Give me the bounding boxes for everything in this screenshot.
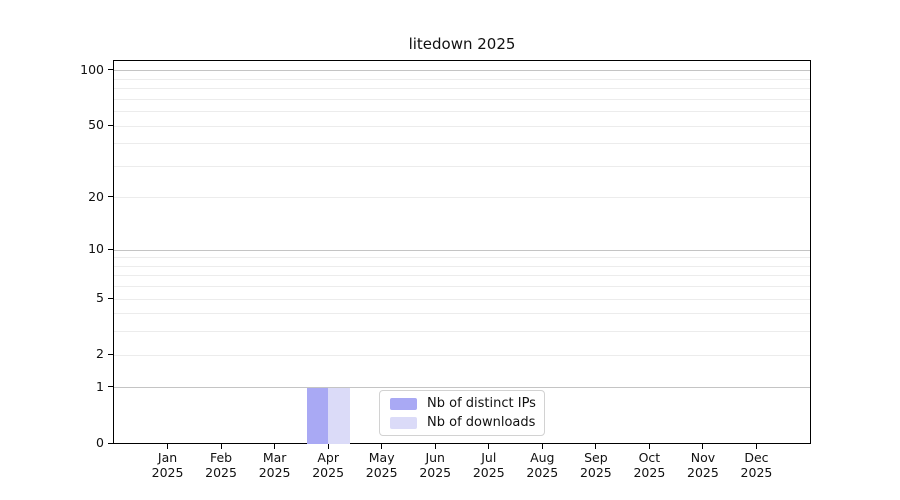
gridline-minor xyxy=(114,265,810,267)
gridline-minor xyxy=(114,125,810,127)
x-tick-label: Aug 2025 xyxy=(526,450,559,480)
x-tick-label: May 2025 xyxy=(365,450,398,480)
gridline-minor xyxy=(114,78,810,80)
gridline-minor xyxy=(114,257,810,259)
x-tick-label: Jan 2025 xyxy=(151,450,184,480)
y-tick-label: 5 xyxy=(96,290,104,306)
x-tick-mark xyxy=(220,444,222,449)
x-tick-mark xyxy=(488,444,490,449)
gridline-minor xyxy=(114,143,810,145)
x-tick-mark xyxy=(381,444,383,449)
x-tick-label: Oct 2025 xyxy=(633,450,666,480)
y-tick-mark xyxy=(108,196,113,198)
y-tick-label: 100 xyxy=(80,61,104,77)
gridline-minor xyxy=(114,286,810,288)
x-tick-label: Sep 2025 xyxy=(579,450,612,480)
x-tick-mark xyxy=(702,444,704,449)
bar-downloads xyxy=(328,387,350,444)
gridline-minor xyxy=(114,313,810,315)
legend-item-downloads: Nb of downloads xyxy=(390,415,536,430)
gridline-major xyxy=(114,249,810,251)
x-tick-mark xyxy=(274,444,276,449)
x-tick-mark xyxy=(167,444,169,449)
gridline-minor xyxy=(114,165,810,167)
y-tick-label: 50 xyxy=(88,117,104,133)
gridline-major xyxy=(114,387,810,389)
gridline-minor xyxy=(114,275,810,277)
y-tick-mark xyxy=(108,124,113,126)
y-tick-mark xyxy=(108,69,113,71)
y-tick-label: 20 xyxy=(88,188,104,204)
y-tick-mark xyxy=(108,248,113,250)
legend-swatch-distinct-ips xyxy=(390,397,417,410)
y-tick-mark xyxy=(108,386,113,388)
x-tick-mark xyxy=(595,444,597,449)
gridline-minor xyxy=(114,354,810,356)
bar-distinct-ips xyxy=(306,387,329,444)
gridline-minor xyxy=(114,98,810,100)
x-tick-mark xyxy=(434,444,436,449)
x-tick-mark xyxy=(327,444,329,449)
x-tick-label: Jul 2025 xyxy=(472,450,505,480)
legend-swatch-downloads xyxy=(390,416,417,429)
gridline-major xyxy=(114,70,810,72)
legend-item-distinct-ips: Nb of distinct IPs xyxy=(390,396,536,411)
x-tick-label: Jun 2025 xyxy=(419,450,452,480)
x-tick-mark xyxy=(648,444,650,449)
x-tick-mark xyxy=(541,444,543,449)
y-tick-label: 10 xyxy=(88,241,104,257)
y-tick-mark xyxy=(108,353,113,355)
legend: Nb of distinct IPs Nb of downloads xyxy=(379,390,545,436)
legend-label: Nb of downloads xyxy=(427,415,536,430)
gridline-minor xyxy=(114,111,810,113)
gridline-minor xyxy=(114,331,810,333)
chart-title: litedown 2025 xyxy=(408,35,516,53)
legend-label: Nb of distinct IPs xyxy=(427,396,536,411)
gridline-minor xyxy=(114,88,810,90)
y-tick-label: 0 xyxy=(96,435,104,450)
x-tick-label: Dec 2025 xyxy=(740,450,773,480)
x-tick-label: Apr 2025 xyxy=(312,450,345,480)
gridline-minor xyxy=(114,298,810,300)
y-tick-mark xyxy=(108,297,113,299)
y-tick-label: 1 xyxy=(96,378,104,394)
x-tick-mark xyxy=(755,444,757,449)
gridline-minor xyxy=(114,197,810,199)
x-tick-label: Feb 2025 xyxy=(205,450,237,480)
x-tick-label: Nov 2025 xyxy=(687,450,719,480)
x-tick-label: Mar 2025 xyxy=(258,450,291,480)
plot-area xyxy=(113,60,811,444)
y-tick-mark xyxy=(108,442,113,444)
y-tick-label: 2 xyxy=(96,346,104,362)
